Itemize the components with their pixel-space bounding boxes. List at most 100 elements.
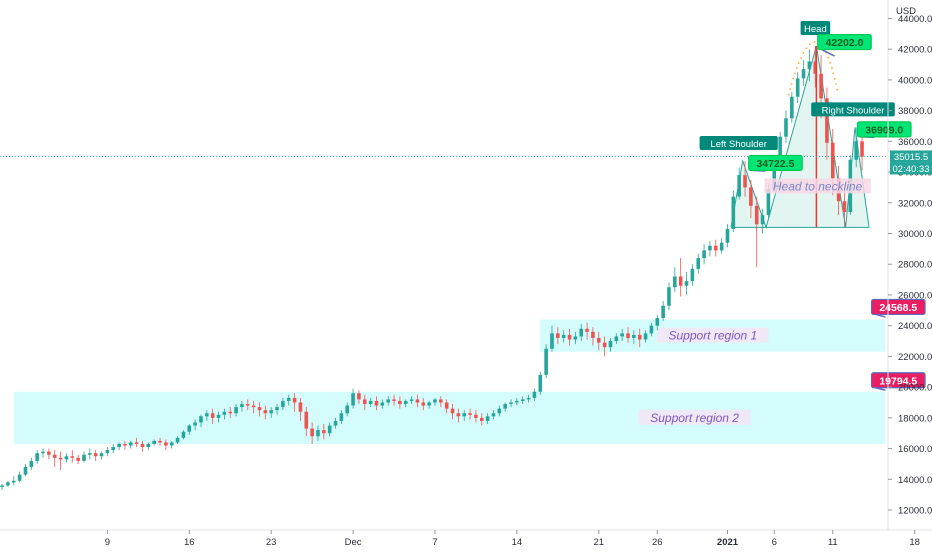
candle-body — [310, 428, 314, 437]
candle-body — [380, 402, 385, 406]
candle-body — [421, 402, 426, 406]
time-tick-label: 21 — [593, 537, 604, 548]
candle-body — [245, 404, 250, 406]
candle-body — [760, 215, 765, 225]
price-tick-label: 28000.0 — [898, 260, 932, 271]
candle-body — [427, 402, 431, 406]
candle-body — [795, 78, 800, 97]
candle-body — [713, 245, 718, 251]
candle-body — [152, 440, 156, 444]
time-tick-label: 14 — [512, 537, 523, 548]
candle-body — [82, 454, 86, 461]
support-region-label-bg — [638, 409, 751, 425]
time-tick-label: 16 — [184, 537, 195, 548]
price-tick-label: 44000.0 — [898, 14, 932, 25]
candle-body — [801, 69, 806, 79]
support-region-2[interactable] — [13, 391, 886, 444]
price-flag[interactable] — [856, 121, 912, 138]
candle-body — [0, 485, 4, 487]
time-tick-label: 18 — [909, 537, 920, 548]
candle-body — [684, 281, 689, 286]
candle-body — [333, 420, 338, 426]
candle-body — [64, 456, 69, 460]
candle-body — [585, 328, 589, 332]
candle-body — [58, 457, 63, 460]
candle-body — [304, 411, 309, 429]
candlesticks — [0, 46, 864, 491]
candle-body — [731, 196, 736, 229]
price-axis[interactable]: 12000.0 14000.0 16000.0 18000.0 20000.0 22000… — [887, 0, 932, 530]
candle-body — [123, 443, 127, 446]
candle-body — [544, 348, 548, 375]
support-regions[interactable]: Support region 1 Support region 2 — [13, 319, 886, 444]
candle-body — [175, 437, 180, 443]
candle-body — [134, 442, 139, 444]
candle-body — [93, 453, 98, 457]
candle-body — [228, 411, 233, 414]
candle-body — [339, 413, 344, 421]
candle-body — [193, 422, 197, 426]
candle-body — [444, 402, 449, 409]
candle-body — [608, 341, 613, 348]
support-region-label: Support region 1 — [668, 329, 757, 343]
price-tick-label: 36000.0 — [898, 137, 932, 148]
candle-body — [813, 61, 818, 74]
candle-body — [269, 410, 273, 414]
time-tick-label: Dec — [345, 537, 362, 548]
hs-label-bg — [699, 135, 778, 150]
candle-body — [386, 399, 390, 403]
candle-body — [825, 98, 829, 143]
current-price-badge[interactable] — [890, 150, 932, 163]
candle-body — [637, 334, 642, 340]
candle-body — [854, 141, 858, 160]
head-to-neckline-bg — [764, 178, 871, 194]
candle-body — [749, 187, 753, 206]
candle-body — [76, 457, 80, 461]
candle-body — [620, 333, 624, 337]
candle-body — [362, 399, 367, 405]
candle-body — [35, 453, 39, 461]
candle-body — [725, 228, 730, 243]
candle-body — [298, 402, 303, 412]
currency-label: USD — [896, 6, 916, 17]
candle-body — [614, 336, 619, 342]
price-tick-label: 38000.0 — [898, 106, 932, 117]
candle-body — [550, 333, 554, 349]
time-tick-label: 26 — [652, 537, 663, 548]
time-tick-label: 9 — [105, 537, 110, 548]
candle-body — [754, 205, 759, 225]
candle-body — [351, 393, 355, 406]
candle-body — [169, 442, 174, 446]
price-tick-label: 22000.0 — [898, 352, 932, 363]
candle-body — [199, 416, 203, 423]
time-axis[interactable]: 9 16 23 Dec 7 14 21 26 2021 6 11 18 — [0, 529, 932, 548]
candle-body — [251, 405, 256, 408]
candle-body — [819, 73, 823, 99]
candle-body — [392, 399, 396, 401]
candle-body — [673, 276, 677, 288]
hs-label-2: Head — [804, 24, 827, 35]
price-flag[interactable] — [870, 298, 926, 316]
candle-body — [181, 431, 186, 438]
price-flag[interactable] — [870, 372, 926, 389]
candle-body — [345, 405, 350, 414]
candle-body — [842, 201, 847, 212]
candle-body — [128, 442, 133, 446]
candle-body — [690, 268, 695, 282]
candle-body — [766, 188, 771, 216]
price-flag[interactable] — [817, 33, 872, 51]
candle-body — [357, 393, 361, 400]
candle-body — [509, 402, 513, 405]
candle-body — [596, 337, 601, 343]
candle-body — [88, 453, 92, 455]
annotations[interactable]: Head to neckline Left Shoulder Head Right S… — [0, 21, 926, 392]
candle-body — [41, 451, 45, 454]
candle-body — [205, 413, 209, 417]
support-region-label: Support region 2 — [650, 411, 739, 425]
price-flag[interactable] — [748, 154, 803, 172]
candle-body — [222, 411, 227, 415]
candle-body — [468, 413, 472, 415]
candle-body — [573, 336, 578, 340]
